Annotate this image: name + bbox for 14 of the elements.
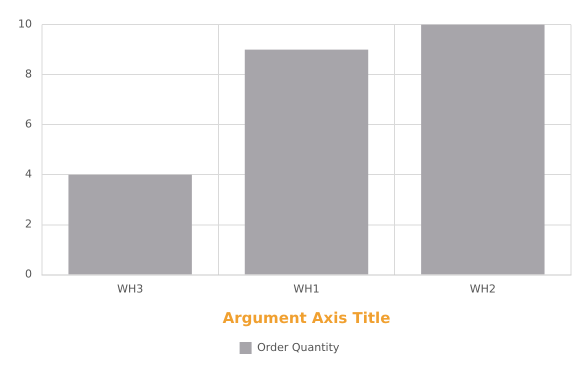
- y-tick-label: 8: [24, 68, 32, 80]
- x-tick-label: WH2: [470, 282, 496, 296]
- bar: [421, 24, 545, 274]
- y-tick-label: 10: [18, 17, 32, 30]
- x-tick-label: WH3: [117, 282, 144, 296]
- y-tick-label: 0: [24, 268, 32, 281]
- y-tick-label: 2: [24, 218, 32, 231]
- y-tick-label: 6: [24, 118, 32, 131]
- bar: [68, 174, 192, 274]
- y-tick-label: 4: [24, 168, 32, 181]
- x-axis-title: Argument Axis Title: [222, 308, 390, 327]
- legend-label: Order Quantity: [257, 340, 340, 354]
- x-tick-label: WH1: [293, 282, 320, 296]
- bar: [244, 50, 368, 274]
